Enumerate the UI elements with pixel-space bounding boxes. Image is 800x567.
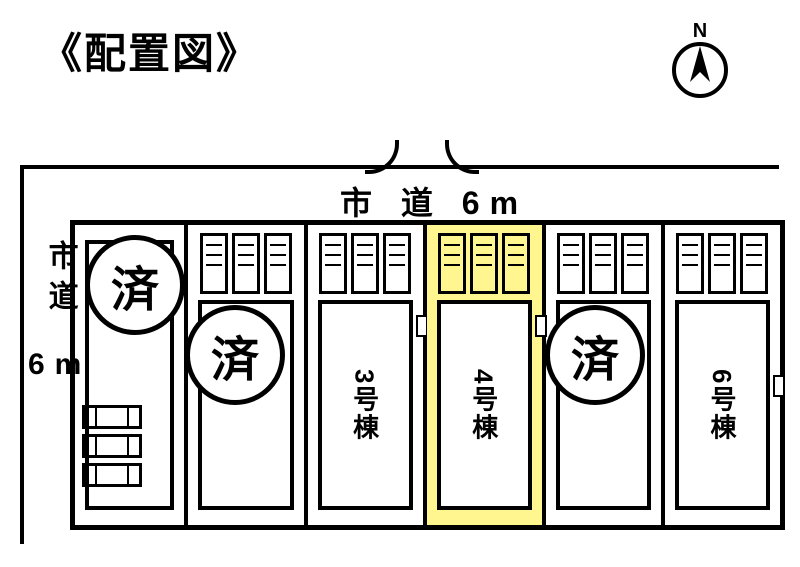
lot-4-building: 4号棟 <box>437 300 532 510</box>
compass-icon <box>670 40 730 100</box>
parking-slot <box>264 233 292 294</box>
parking-slot <box>676 233 704 294</box>
small-parking <box>82 463 142 487</box>
lot-3-parking <box>319 233 411 294</box>
lot-3-building: 3号棟 <box>318 300 413 510</box>
lot-3-label: 3号棟 <box>347 369 384 441</box>
lot-5-parking <box>557 233 649 294</box>
small-parking <box>82 405 142 429</box>
parking-slot <box>351 233 379 294</box>
parking-slot <box>232 233 260 294</box>
compass: N <box>670 25 730 105</box>
diagram-title: 《配置図》 <box>40 20 260 81</box>
parking-slot <box>470 233 498 294</box>
lot-6-label: 6号棟 <box>704 369 741 441</box>
parking-slot <box>740 233 768 294</box>
lot-6-building: 6号棟 <box>675 300 770 510</box>
door-marker <box>773 375 785 397</box>
parking-slot <box>557 233 585 294</box>
sold-badge-1: 済 <box>85 235 185 335</box>
parking-slot <box>438 233 466 294</box>
parking-slot <box>708 233 736 294</box>
road-top-label: 市 道 6m <box>340 178 528 224</box>
lot-4-label: 4号棟 <box>466 369 503 441</box>
lot-3: 3号棟 <box>308 225 427 525</box>
parking-slot <box>319 233 347 294</box>
lot-4-parking <box>438 233 530 294</box>
small-parking <box>82 434 142 458</box>
lot-2-parking <box>200 233 292 294</box>
parking-slot <box>621 233 649 294</box>
lot-6-parking <box>676 233 768 294</box>
sold-badge-2: 済 <box>185 305 285 405</box>
lot-4: 4号棟 <box>427 225 546 525</box>
parking-slot <box>383 233 411 294</box>
parking-slot <box>502 233 530 294</box>
parking-slot <box>589 233 617 294</box>
small-parking-stack <box>82 405 142 487</box>
sold-badge-5: 済 <box>545 305 645 405</box>
parking-slot <box>200 233 228 294</box>
lot-6: 6号棟 <box>665 225 780 525</box>
